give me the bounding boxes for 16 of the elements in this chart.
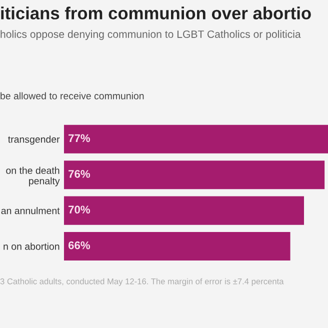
bar — [64, 232, 290, 261]
text: be allowed to receive communion — [0, 92, 144, 100]
y-tick-label: transgender — [8, 136, 60, 145]
data-label: 76% — [68, 170, 90, 178]
chart-title: iticians from communion over abortio — [1, 6, 311, 20]
y-tick-label: n on abortion — [4, 242, 60, 250]
data-label: 77% — [68, 134, 90, 142]
y-tick-label: an annulment — [1, 207, 60, 214]
data-label: 66% — [68, 241, 90, 250]
chart-subtitle: holics oppose denying communion to LGBT Catholics or politicia — [0, 30, 301, 40]
bar — [64, 124, 328, 154]
bar — [64, 196, 304, 225]
y-tick-label: on the death penalty — [6, 166, 60, 186]
bar — [64, 160, 325, 190]
data-label: 70% — [68, 206, 90, 214]
text: 3 Catholic adults, conducted May 12-16. The margin of error is ±7.4 percenta — [0, 278, 284, 286]
